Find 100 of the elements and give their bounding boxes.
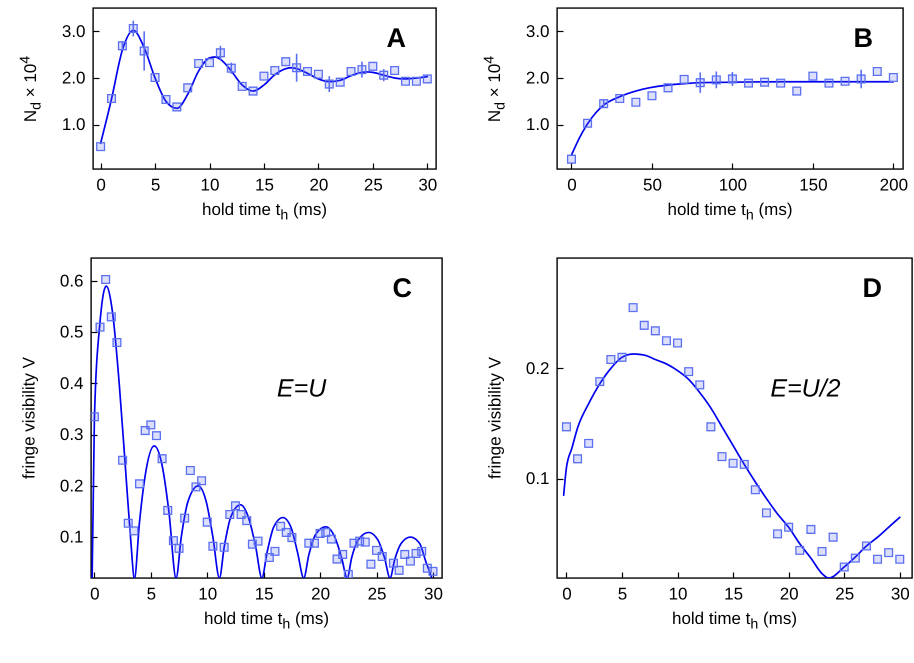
- y-axis-title: fringe visibility V: [486, 357, 504, 479]
- point: [400, 76, 410, 86]
- x-tick-label: 25: [835, 584, 854, 604]
- point: [573, 454, 582, 464]
- point: [406, 556, 415, 566]
- point: [357, 65, 366, 74]
- x-axis-title: hold time t$_{h}$ (ms): [667, 200, 793, 224]
- point: [186, 466, 195, 476]
- point: [696, 78, 705, 88]
- point: [606, 354, 616, 364]
- x-tick-label: 200: [880, 176, 908, 194]
- y-tick-label: 1.0: [526, 115, 550, 134]
- annotation: E=U/2: [770, 374, 841, 403]
- point: [584, 438, 594, 448]
- x-tick-label: 5: [618, 584, 628, 604]
- point: [152, 431, 161, 440]
- annotation: B: [854, 23, 873, 53]
- x-tick-label: 15: [724, 584, 744, 604]
- point: [773, 529, 782, 538]
- point: [806, 524, 816, 534]
- point: [824, 78, 834, 88]
- point: [884, 548, 894, 558]
- x-tick-label: 0: [90, 584, 100, 604]
- point: [248, 86, 258, 96]
- point: [366, 560, 376, 569]
- point: [828, 532, 838, 542]
- x-tick-label: 15: [254, 176, 274, 194]
- point: [360, 538, 370, 547]
- point: [762, 508, 771, 518]
- point: [684, 367, 694, 376]
- point: [817, 546, 827, 556]
- point: [872, 66, 882, 76]
- point: [254, 536, 263, 546]
- point: [390, 66, 400, 76]
- point: [695, 380, 704, 390]
- point: [194, 59, 204, 68]
- point: [238, 82, 247, 91]
- point: [664, 83, 673, 92]
- point: [388, 558, 398, 568]
- point: [379, 70, 388, 80]
- point: [428, 566, 438, 576]
- point: [91, 412, 99, 422]
- y-tick-label: 0.4: [60, 374, 84, 393]
- point: [287, 533, 296, 542]
- x-tick-label: 25: [368, 584, 386, 604]
- y-tick-label: 1.0: [62, 115, 86, 134]
- point: [706, 422, 716, 432]
- point: [158, 454, 167, 464]
- x-tick-label: 20: [309, 176, 328, 194]
- x-tick-label: 30: [418, 176, 438, 194]
- point: [412, 76, 421, 86]
- point: [617, 352, 627, 362]
- point: [338, 550, 348, 559]
- y-axis-title: fringe visibility V: [20, 357, 38, 479]
- point: [324, 80, 334, 89]
- x-tick-label: 20: [311, 584, 330, 604]
- point: [717, 452, 727, 462]
- point: [378, 552, 387, 562]
- x-axis-title: hold time t$_{h}$ (ms): [204, 609, 330, 632]
- x-tick-label: 5: [146, 584, 156, 604]
- point: [850, 554, 860, 563]
- point: [792, 86, 802, 96]
- line-series: [562, 353, 901, 578]
- point: [728, 74, 737, 84]
- point: [562, 422, 571, 432]
- point: [208, 542, 218, 551]
- point: [314, 70, 323, 79]
- y-tick-label: 0.5: [60, 322, 84, 342]
- y-tick-label: 0.3: [60, 425, 84, 444]
- point: [172, 102, 182, 112]
- x-tick-label: 0: [562, 584, 572, 604]
- y-tick-label: 0.1: [60, 528, 84, 547]
- y-tick-label: 0.6: [60, 272, 84, 291]
- x-tick-label: 100: [718, 176, 748, 194]
- point: [140, 46, 149, 56]
- point: [566, 154, 576, 164]
- point: [368, 62, 378, 71]
- point: [326, 534, 336, 544]
- y-tick-label: 3.0: [526, 22, 550, 41]
- y-tick-label: 2.0: [62, 68, 86, 88]
- x-tick-label: 25: [364, 176, 383, 194]
- point: [712, 75, 721, 84]
- x-tick-label: 15: [254, 584, 274, 604]
- point: [96, 142, 106, 152]
- x-tick-label: 30: [890, 584, 910, 604]
- point: [220, 542, 229, 552]
- x-tick-label: 10: [200, 176, 220, 194]
- x-tick-label: 10: [198, 584, 218, 604]
- point: [281, 57, 290, 66]
- point: [417, 546, 426, 556]
- point: [728, 458, 738, 468]
- point: [873, 554, 882, 564]
- point: [344, 570, 353, 578]
- point: [191, 482, 200, 492]
- point: [856, 74, 866, 84]
- x-tick-label: 0: [96, 176, 106, 194]
- point: [744, 78, 754, 88]
- point: [862, 541, 871, 551]
- y-tick-label: 0.2: [526, 358, 550, 378]
- point: [628, 303, 638, 312]
